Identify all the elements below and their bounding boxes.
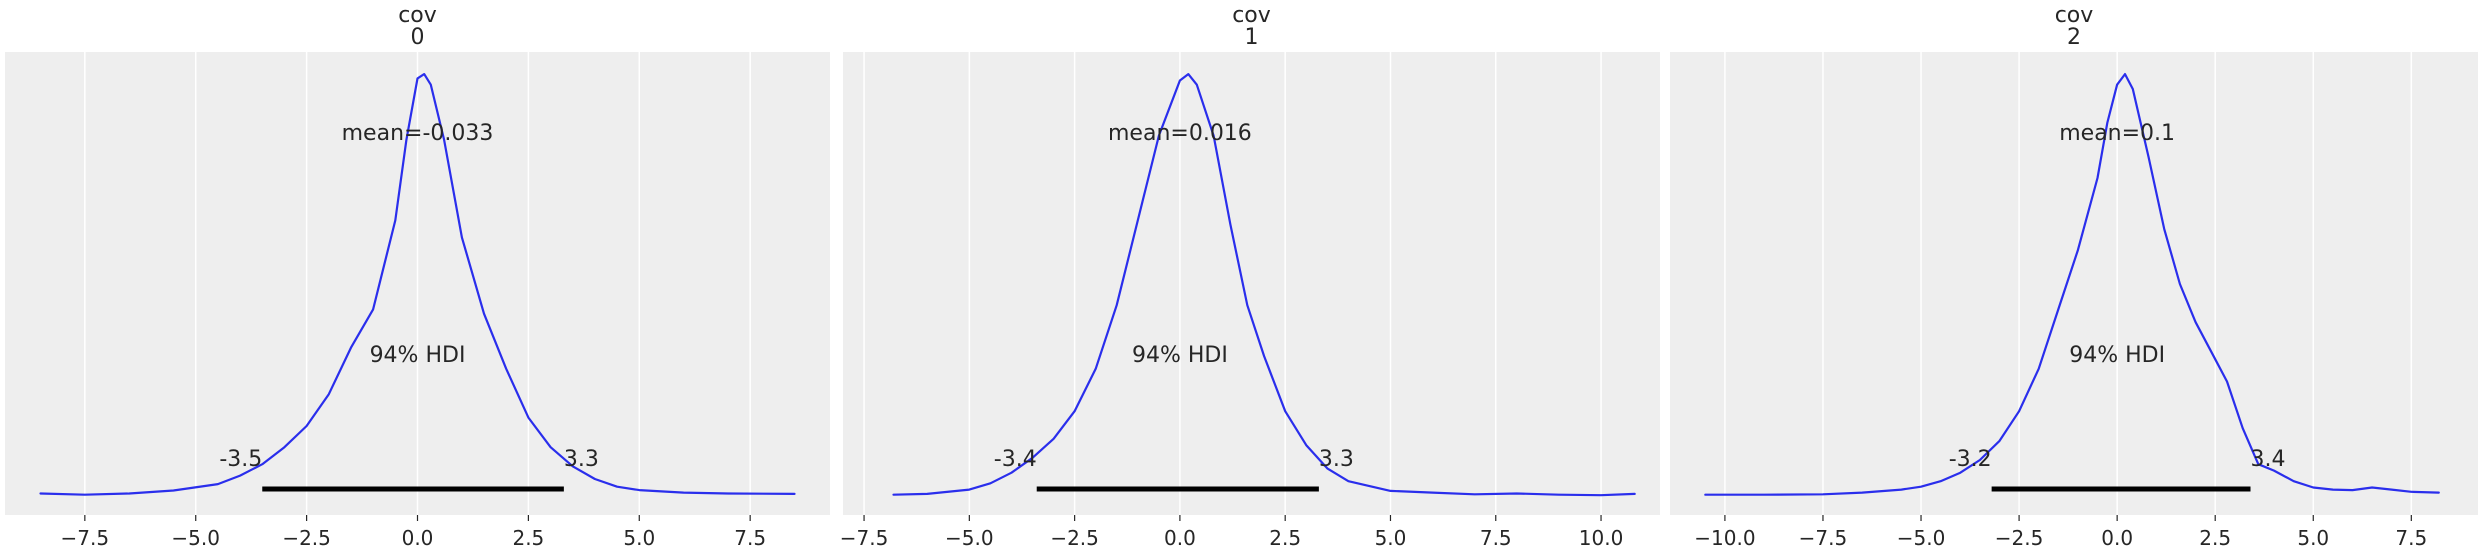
mean-label: mean=-0.033 — [342, 121, 494, 146]
hdi-label: 94% HDI — [2069, 343, 2165, 368]
hdi-high-label: 3.3 — [564, 447, 599, 472]
x-tick-label: 0.0 — [2101, 526, 2133, 550]
x-tick-label: −5.0 — [1897, 526, 1946, 550]
panel-subtitle: 1 — [1245, 25, 1259, 50]
hdi-label: 94% HDI — [1132, 343, 1228, 368]
x-tick-label: 7.5 — [1480, 526, 1512, 550]
plot-background — [843, 52, 1660, 515]
x-tick-label: −5.0 — [945, 526, 994, 550]
x-tick-label: 5.0 — [2297, 526, 2329, 550]
mean-label: mean=0.1 — [2059, 121, 2175, 146]
hdi-low-label: -3.5 — [219, 447, 262, 472]
panel-title: cov — [2055, 3, 2094, 28]
x-tick-label: −2.5 — [1050, 526, 1099, 550]
hdi-low-label: -3.4 — [994, 447, 1037, 472]
x-tick-label: 2.5 — [512, 526, 544, 550]
hdi-high-label: 3.4 — [2251, 447, 2286, 472]
hdi-label: 94% HDI — [370, 343, 466, 368]
x-tick-label: 10.0 — [1579, 526, 1624, 550]
density-line — [1704, 72, 2440, 496]
density-line — [892, 72, 1636, 497]
x-tick-label: 7.5 — [734, 526, 766, 550]
mean-label: mean=0.016 — [1108, 121, 1252, 146]
x-tick-label: 7.5 — [2395, 526, 2427, 550]
panel-subtitle: 0 — [411, 25, 425, 50]
x-tick-label: −2.5 — [1995, 526, 2044, 550]
x-tick-label: −5.0 — [171, 526, 220, 550]
x-tick-label: 2.5 — [1269, 526, 1301, 550]
x-tick-label: 5.0 — [1375, 526, 1407, 550]
panel-subtitle: 2 — [2067, 25, 2081, 50]
x-tick-label: 5.0 — [623, 526, 655, 550]
x-tick-label: −10.0 — [1694, 526, 1755, 550]
panel-title: cov — [1232, 3, 1271, 28]
x-tick-label: 0.0 — [402, 526, 434, 550]
x-tick-label: −2.5 — [282, 526, 331, 550]
density-line — [39, 72, 796, 496]
hdi-low-label: -3.2 — [1949, 447, 1992, 472]
x-tick-label: 2.5 — [2199, 526, 2231, 550]
x-tick-label: 0.0 — [1164, 526, 1196, 550]
panel-title: cov — [398, 3, 437, 28]
x-tick-label: −7.5 — [1799, 526, 1848, 550]
x-tick-label: −7.5 — [61, 526, 110, 550]
x-tick-label: −7.5 — [840, 526, 889, 550]
plot-background — [1670, 52, 2478, 515]
hdi-high-label: 3.3 — [1319, 447, 1354, 472]
